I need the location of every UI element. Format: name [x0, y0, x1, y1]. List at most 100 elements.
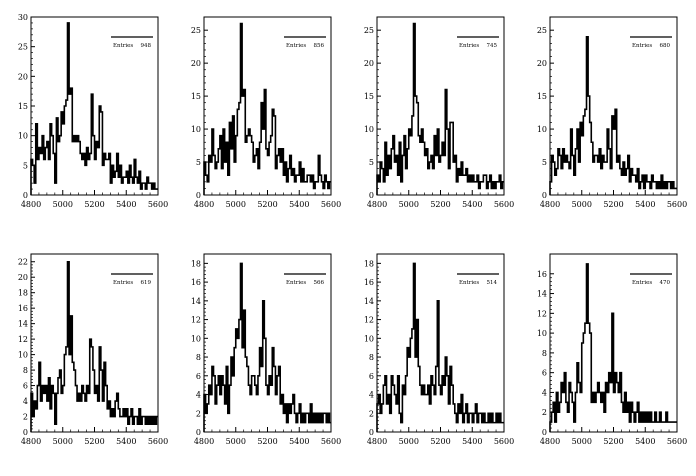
y-tick-label: 15 — [364, 92, 374, 101]
plot-frame — [376, 16, 505, 196]
y-tick-label: 14 — [537, 290, 547, 299]
y-tick-label: 12 — [537, 309, 547, 318]
legend-entries-label: Entries — [459, 280, 479, 286]
y-tick-label: 4 — [23, 397, 28, 406]
x-tick-label: 5400 — [635, 200, 655, 209]
y-tick-label: 0 — [196, 191, 201, 200]
x-tick-label: 4800 — [21, 200, 41, 209]
y-tick-label: 16 — [191, 278, 201, 287]
legend-entries-value: 745 — [487, 43, 498, 49]
y-tick-label: 12 — [191, 316, 201, 325]
y-tick-label: 15 — [18, 102, 28, 111]
y-tick-label: 20 — [191, 59, 201, 68]
y-tick-label: 12 — [18, 335, 28, 344]
x-tick-label: 5200 — [603, 437, 623, 446]
x-tick-label: 5200 — [603, 200, 623, 209]
y-tick-label: 2 — [542, 408, 547, 417]
y-tick-label: 18 — [364, 259, 374, 268]
y-tick-label: 0 — [196, 428, 201, 437]
x-tick-label: 5200 — [84, 200, 104, 209]
y-tick-label: 8 — [542, 349, 547, 358]
legend-entries-label: Entries — [632, 280, 652, 286]
y-tick-label: 22 — [18, 258, 28, 267]
y-tick-label: 16 — [364, 278, 374, 287]
histogram-series — [376, 22, 504, 195]
x-tick-label: 5400 — [462, 437, 482, 446]
x-tick-label: 5000 — [572, 437, 592, 446]
x-tick-label: 4800 — [540, 200, 560, 209]
y-tick-label: 2 — [369, 409, 374, 418]
y-tick-label: 0 — [23, 428, 28, 437]
y-tick-label: 20 — [18, 72, 28, 81]
y-tick-label: 0 — [369, 428, 374, 437]
x-tick-label: 5600 — [321, 200, 341, 209]
x-tick-label: 5600 — [667, 437, 687, 446]
x-tick-label: 5400 — [462, 200, 482, 209]
x-tick-label: 5600 — [321, 437, 341, 446]
legend-entries-value: 514 — [487, 280, 498, 286]
legend-entries-label: Entries — [286, 43, 306, 49]
x-tick-label: 5200 — [257, 200, 277, 209]
histogram-panel-7: 0 2 4 6 8 10 12 14 16 18 4800 5000 5200 5400 5600 Entri… — [364, 253, 514, 446]
y-tick-label: 25 — [537, 26, 547, 35]
legend-entries-value: 470 — [660, 280, 671, 286]
y-tick-label: 10 — [191, 334, 201, 343]
histogram-panel-5: 0 2 4 6 8 10 12 14 16 18 20 22 4800 5000 5200 5400 5600 E… — [18, 253, 168, 446]
x-tick-label: 5200 — [84, 437, 104, 446]
legend-entries-value: 680 — [660, 43, 671, 49]
y-tick-label: 20 — [18, 273, 28, 282]
y-tick-label: 4 — [369, 391, 374, 400]
histogram-series — [549, 35, 677, 195]
y-tick-label: 15 — [537, 92, 547, 101]
x-tick-label: 5000 — [399, 200, 419, 209]
y-tick-label: 5 — [542, 158, 547, 167]
y-tick-label: 10 — [364, 334, 374, 343]
y-tick-label: 14 — [18, 320, 28, 329]
legend-entries-label: Entries — [286, 280, 306, 286]
x-tick-label: 4800 — [367, 437, 387, 446]
y-tick-label: 5 — [369, 158, 374, 167]
x-tick-label: 5200 — [257, 437, 277, 446]
x-tick-label: 5400 — [635, 437, 655, 446]
x-tick-label: 4800 — [540, 437, 560, 446]
histogram-panel-4: 0 5 10 15 20 25 4800 5000 5200 5400 5600 Entries 680 — [537, 16, 687, 209]
y-tick-label: 0 — [542, 428, 547, 437]
y-tick-label: 4 — [542, 388, 547, 397]
legend-entries-value: 566 — [314, 280, 325, 286]
x-tick-label: 4800 — [194, 200, 214, 209]
x-tick-label: 4800 — [367, 200, 387, 209]
histogram-series — [30, 22, 158, 195]
x-tick-label: 5600 — [148, 200, 168, 209]
y-tick-label: 5 — [196, 158, 201, 167]
legend-entries-label: Entries — [459, 43, 479, 49]
y-tick-label: 0 — [23, 191, 28, 200]
x-tick-label: 5000 — [572, 200, 592, 209]
y-tick-label: 10 — [537, 125, 547, 134]
x-tick-label: 5200 — [430, 437, 450, 446]
histogram-series — [376, 262, 504, 432]
y-tick-label: 12 — [364, 316, 374, 325]
y-tick-label: 2 — [23, 413, 28, 422]
x-tick-label: 5000 — [53, 437, 73, 446]
y-tick-label: 6 — [196, 372, 201, 381]
histogram-panel-6: 0 2 4 6 8 10 12 14 16 18 4800 5000 5200 5400 5600 Entri… — [191, 253, 341, 446]
y-tick-label: 6 — [542, 369, 547, 378]
x-tick-label: 5400 — [116, 200, 136, 209]
plot-frame — [203, 16, 332, 196]
x-tick-label: 5000 — [226, 200, 246, 209]
y-tick-label: 10 — [364, 125, 374, 134]
histogram-series — [549, 263, 677, 432]
y-tick-label: 25 — [191, 26, 201, 35]
histogram-series — [203, 22, 331, 195]
x-tick-label: 5600 — [667, 200, 687, 209]
x-tick-label: 5000 — [53, 200, 73, 209]
plot-frame — [30, 16, 159, 196]
y-tick-label: 10 — [18, 351, 28, 360]
y-tick-label: 18 — [18, 289, 28, 298]
histogram-panel-3: 0 5 10 15 20 25 4800 5000 5200 5400 5600 Entries 745 — [364, 16, 514, 209]
plot-frame — [376, 253, 505, 433]
y-tick-label: 15 — [191, 92, 201, 101]
x-tick-label: 5400 — [289, 437, 309, 446]
